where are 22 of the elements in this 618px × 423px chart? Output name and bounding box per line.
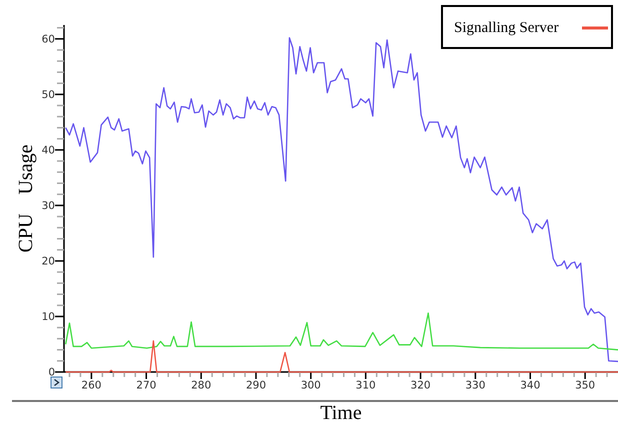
- y-tick-label: 10: [42, 310, 55, 323]
- y-tick-label: 20: [42, 255, 55, 268]
- x-tick-label: 310: [356, 379, 376, 392]
- y-tick-label: 50: [42, 88, 55, 101]
- line-series: [64, 37, 618, 362]
- y-tick-label: 40: [42, 144, 55, 156]
- x-tick-label: 280: [191, 379, 212, 392]
- x-tick-label: 330: [465, 379, 486, 392]
- legend-label: Signalling Server: [454, 20, 559, 36]
- y-axis-title: CPU Usage: [15, 144, 37, 252]
- y-tick-label: 60: [42, 33, 55, 46]
- x-tick-label: 300: [300, 379, 321, 392]
- x-tick-label: 260: [81, 379, 102, 392]
- x-tick-label: 350: [575, 379, 596, 392]
- x-tick-label: 270: [136, 379, 156, 392]
- x-axis-title: Time: [320, 402, 362, 423]
- x-tick-label: 320: [410, 379, 431, 392]
- x-tick-label: 290: [246, 379, 266, 392]
- x-tick-label: 340: [520, 379, 540, 392]
- line-series: [64, 312, 618, 350]
- y-tick-label: 30: [42, 200, 55, 212]
- y-tick-label: 0: [48, 366, 55, 378]
